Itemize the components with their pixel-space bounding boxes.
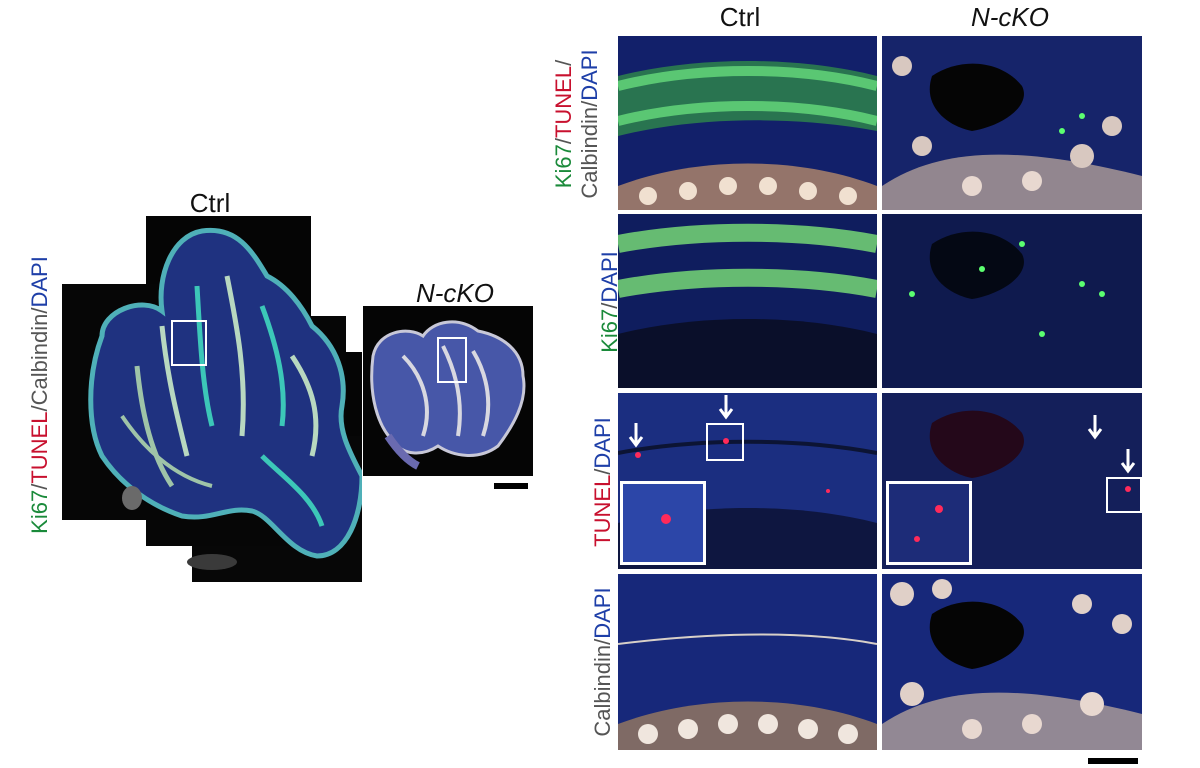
panel-ctrl-calbindin [618, 574, 877, 750]
label-tunel: TUNEL [551, 65, 576, 139]
right-scale-bar [1088, 758, 1138, 764]
right-ctrl-title: Ctrl [719, 2, 761, 32]
label-sep: / [590, 638, 615, 645]
panel-ncko-calbindin [882, 574, 1142, 750]
label-dapi: DAPI [590, 417, 615, 469]
label-calbindin: Calbindin [27, 313, 52, 406]
ncko-cerebellum-image [363, 306, 533, 476]
ncko-tunel-roi-box [1106, 477, 1142, 513]
ctrl-tunel-inset [620, 481, 706, 565]
panel-ncko-merge [882, 36, 1142, 210]
left-ncko-title: N-cKO [416, 278, 494, 308]
left-ctrl-title: Ctrl [189, 188, 231, 218]
label-sep: / [590, 468, 615, 475]
ncko-roi-box [437, 337, 467, 383]
left-scale-bar [494, 483, 528, 489]
label-dapi: DAPI [590, 587, 615, 639]
ctrl-tunel-inset-image [623, 484, 703, 562]
label-tunel: TUNEL [590, 474, 615, 547]
label-sep: / [577, 100, 602, 107]
label-sep: / [551, 138, 576, 145]
row3-label: TUNEL/DAPI [590, 402, 615, 562]
row1-label-a: Ki67/TUNEL/ [551, 34, 576, 214]
label-sep: / [27, 483, 52, 490]
right-ncko-title: N-cKO [971, 2, 1049, 32]
panel-ctrl-merge [618, 36, 877, 210]
ncko-tunel-inset [886, 481, 972, 565]
label-calbindin: Calbindin [590, 644, 615, 737]
label-sep: / [27, 307, 52, 314]
label-tunel: TUNEL [27, 411, 52, 484]
panel-ctrl-ki67 [618, 214, 877, 388]
label-dapi: DAPI [577, 49, 602, 101]
label-calbindin: Calbindin [577, 106, 602, 199]
row1-label-b: Calbindin/DAPI [577, 44, 602, 204]
ctrl-tunel-roi-box [706, 423, 744, 461]
panel-ncko-ki67 [882, 214, 1142, 388]
label-sep: / [27, 405, 52, 412]
label-dapi: DAPI [27, 256, 52, 308]
row4-label: Calbindin/DAPI [590, 572, 615, 752]
left-stain-label: Ki67/TUNEL/Calbindin/DAPI [27, 220, 52, 570]
ncko-tunel-inset-image [889, 484, 969, 562]
label-sep: / [551, 59, 576, 66]
label-ki67: Ki67 [551, 144, 576, 189]
ctrl-roi-box [171, 320, 207, 366]
label-ki67: Ki67 [27, 489, 52, 534]
ctrl-cerebellum-image [62, 216, 362, 582]
